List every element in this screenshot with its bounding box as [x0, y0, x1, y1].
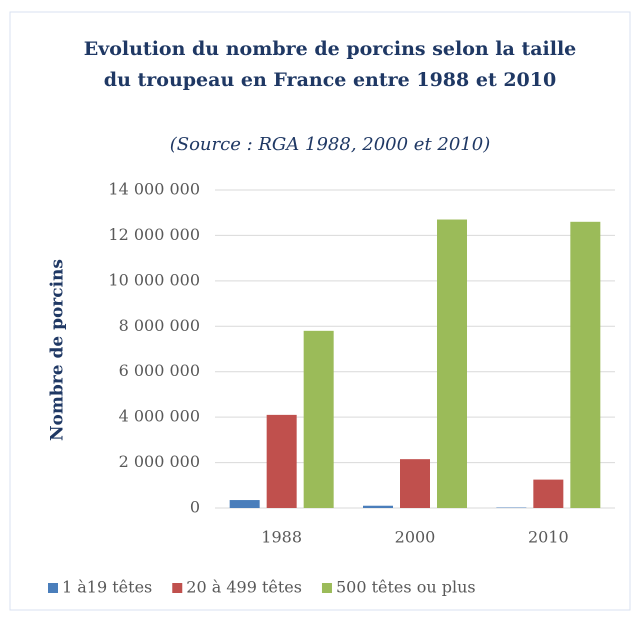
y-tick-label: 6 000 000: [119, 361, 200, 380]
x-tick-label: 1988: [261, 528, 302, 547]
x-tick-label: 2000: [395, 528, 436, 547]
bar: [303, 330, 334, 508]
legend-swatch: [48, 583, 58, 593]
legend-swatch: [321, 583, 332, 593]
y-axis-label: Nombre de porcins: [48, 259, 68, 441]
y-tick-label: 2 000 000: [119, 452, 200, 471]
legend-label: 500 têtes ou plus: [336, 578, 476, 597]
legend-swatch: [172, 583, 183, 593]
legend-label: 20 à 499 têtes: [186, 578, 302, 597]
bar: [533, 479, 564, 508]
y-tick-label: 0: [190, 498, 200, 517]
bar: [363, 505, 393, 508]
legend-label: 1 à19 têtes: [62, 578, 152, 597]
y-tick-label: 4 000 000: [119, 407, 200, 426]
y-tick-label: 12 000 000: [108, 225, 200, 244]
bar: [437, 219, 467, 508]
chart-border: [9, 11, 631, 611]
y-tick-label: 8 000 000: [119, 316, 200, 335]
x-tick-label: 2010: [528, 528, 569, 547]
chart-subtitle: (Source : RGA 1988, 2000 et 2010): [170, 134, 491, 155]
bar: [266, 414, 297, 508]
bar: [400, 459, 430, 508]
bar: [570, 221, 601, 509]
y-tick-label: 14 000 000: [108, 180, 200, 199]
chart-title: Evolution du nombre de porcins selon la …: [84, 38, 577, 91]
y-tick-label: 10 000 000: [108, 270, 200, 289]
bar: [229, 500, 260, 508]
